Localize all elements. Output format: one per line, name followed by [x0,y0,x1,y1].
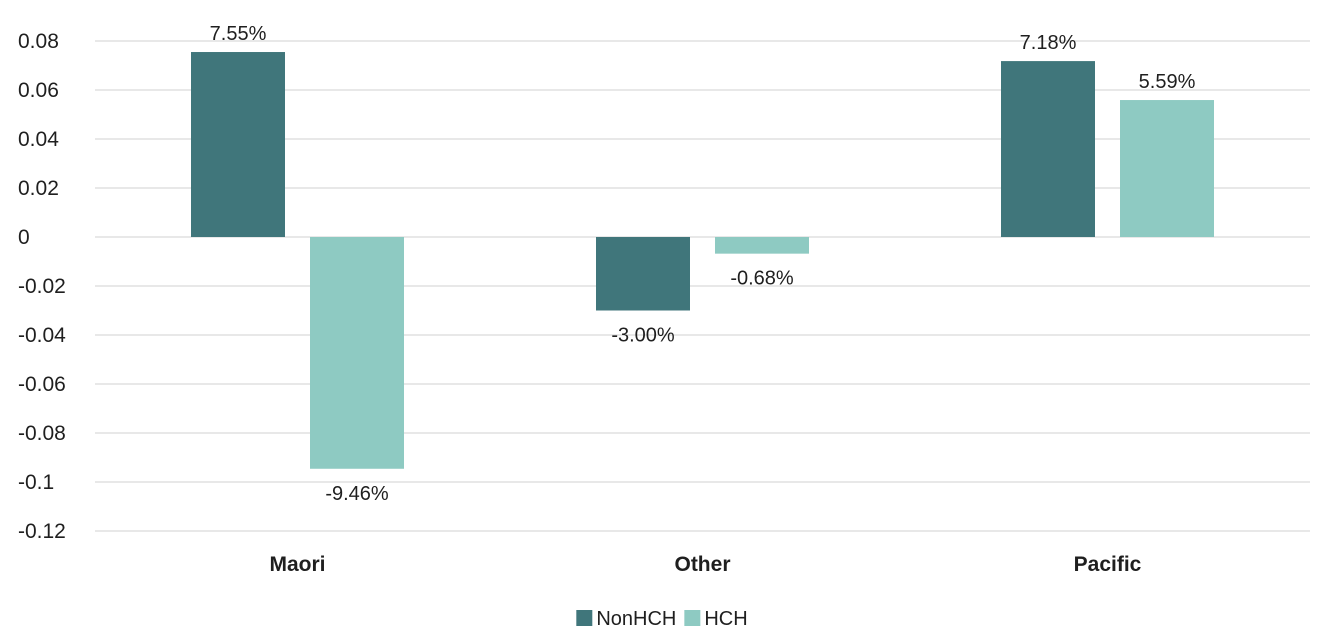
bar-hch-maori [310,237,404,469]
y-tick-label: 0.02 [18,177,59,200]
data-label: -9.46% [325,483,389,505]
bar-hch-other [715,237,809,254]
y-tick-label: 0.06 [18,79,59,102]
y-tick-label: 0.04 [18,128,59,151]
y-tick-label: -0.12 [18,520,66,543]
bars [191,52,1214,469]
legend-label-nonhch: NonHCH [596,608,676,630]
bar-nonhch-pacific [1001,61,1095,238]
data-label: 7.55% [210,23,267,45]
data-label: 5.59% [1139,71,1196,93]
bar-nonhch-maori [191,52,285,238]
y-tick-label: 0.08 [18,30,59,53]
category-label: Pacific [1074,553,1142,576]
y-tick-label: -0.08 [18,422,66,445]
bar-hch-pacific [1120,100,1214,237]
y-axis-ticks: 0.08 0.06 0.04 0.02 0 -0.02 -0.04 -0.06 -0.08 -0.… [18,30,66,543]
category-label: Other [674,553,730,576]
gridlines [95,40,1310,532]
y-tick-label: -0.04 [18,324,66,347]
data-label: 7.18% [1020,32,1077,54]
category-label: Maori [269,553,325,576]
legend-swatch-hch [684,610,701,626]
y-tick-label: -0.1 [18,471,54,494]
data-labels: 7.55% -9.46% -3.00% -0.68% 7.18% 5.59% [210,23,1196,505]
y-tick-label: 0 [18,226,30,249]
legend-label-hch: HCH [704,608,747,630]
y-tick-label: -0.06 [18,373,66,396]
legend-swatch-nonhch [576,610,593,626]
category-labels: Maori Other Pacific [269,553,1141,576]
data-label: -0.68% [730,268,794,290]
y-tick-label: -0.02 [18,275,66,298]
legend: NonHCH HCH [576,608,748,630]
bar-nonhch-other [596,237,690,311]
data-label: -3.00% [611,325,675,347]
